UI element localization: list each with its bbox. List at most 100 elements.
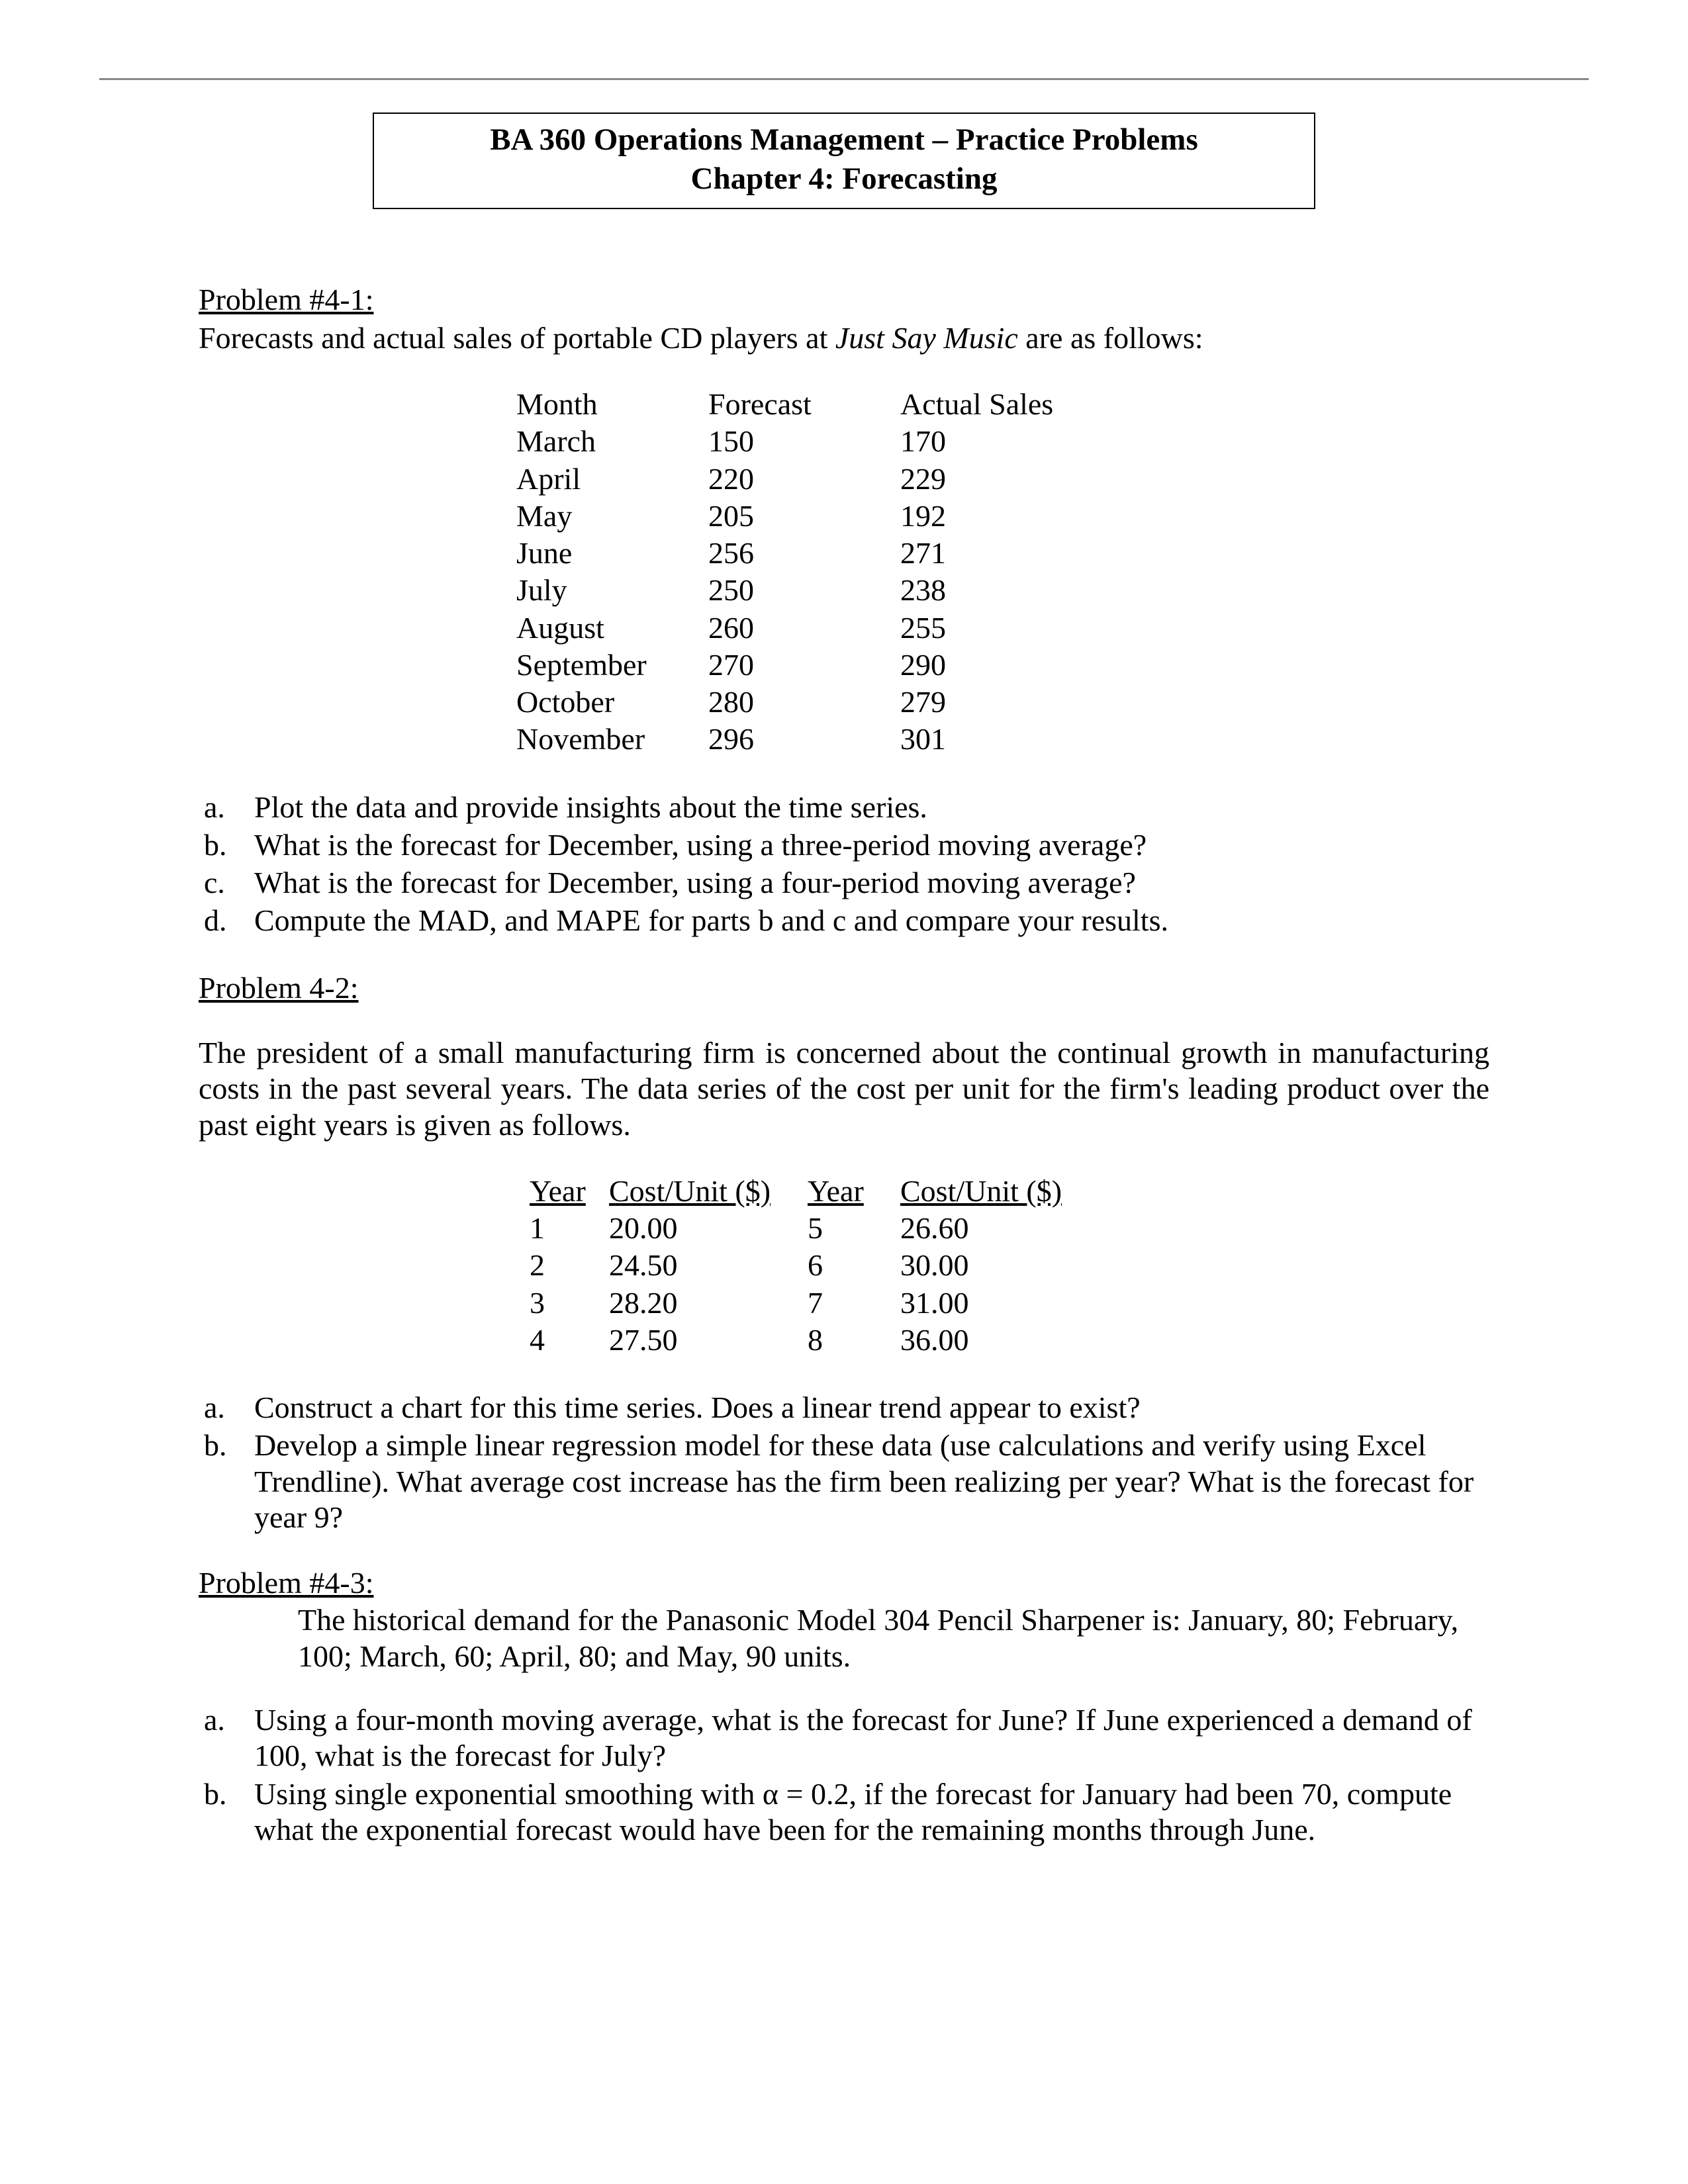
table-row: 224.50630.00 [530, 1248, 1072, 1285]
table-header: Month [516, 387, 708, 424]
table-cell: 150 [708, 424, 900, 461]
table-header: Forecast [708, 387, 900, 424]
document-body: Problem #4-1: Forecasts and actual sales… [199, 282, 1489, 1850]
question-text: Construct a chart for this time series. … [254, 1390, 1489, 1426]
table-row: April220229 [516, 461, 1072, 498]
title-line-2: Chapter 4: Forecasting [387, 159, 1301, 199]
table-cell: May [516, 498, 708, 535]
page: BA 360 Operations Management – Practice … [0, 0, 1688, 2184]
list-marker: a. [199, 1390, 254, 1426]
table-cell: 229 [900, 461, 1072, 498]
table-row: August260255 [516, 610, 1072, 647]
table-cell: 170 [900, 424, 1072, 461]
list-marker: a. [199, 1702, 254, 1774]
list-item: b.What is the forecast for December, usi… [199, 827, 1489, 865]
table-header: Year [530, 1173, 609, 1210]
table-cell: 271 [900, 535, 1072, 572]
table-header: Cost/Unit ($) [609, 1173, 808, 1210]
table-row: 328.20731.00 [530, 1285, 1072, 1322]
table-row: Year Cost/Unit ($) Year Cost/Unit ($) [530, 1173, 1072, 1210]
table-row: June256271 [516, 535, 1072, 572]
table-cell: 290 [900, 647, 1072, 684]
list-item: c.What is the forecast for December, usi… [199, 865, 1489, 903]
title-line-1: BA 360 Operations Management – Practice … [387, 120, 1301, 159]
problem-4-1-questions: a.Plot the data and provide insights abo… [199, 790, 1489, 941]
table-cell: 256 [708, 535, 900, 572]
list-marker: b. [199, 1428, 254, 1535]
list-item: d.Compute the MAD, and MAPE for parts b … [199, 903, 1489, 940]
table-cell: 26.60 [900, 1210, 1072, 1248]
table-row: November296301 [516, 721, 1072, 758]
table-cell: September [516, 647, 708, 684]
table-row: Month Forecast Actual Sales [516, 387, 1072, 424]
table-row: September270290 [516, 647, 1072, 684]
table-cell: 20.00 [609, 1210, 808, 1248]
question-text: Using a four-month moving average, what … [254, 1702, 1489, 1774]
table-header: Actual Sales [900, 387, 1072, 424]
table-cell: 31.00 [900, 1285, 1072, 1322]
table-cell: 260 [708, 610, 900, 647]
table-cell: 301 [900, 721, 1072, 758]
problem-4-2-label: Problem 4-2: [199, 971, 358, 1005]
problem-4-2-table: Year Cost/Unit ($) Year Cost/Unit ($) 12… [530, 1173, 1072, 1359]
table-row: 120.00526.60 [530, 1210, 1072, 1248]
list-marker: b. [199, 827, 254, 863]
table-cell: March [516, 424, 708, 461]
table-cell: 30.00 [900, 1248, 1072, 1285]
table-cell: 5 [808, 1210, 900, 1248]
p41-intro-after: are as follows: [1018, 321, 1203, 355]
p41-intro-before: Forecasts and actual sales of portable C… [199, 321, 835, 355]
table-row: May205192 [516, 498, 1072, 535]
table-cell: August [516, 610, 708, 647]
table-cell: 192 [900, 498, 1072, 535]
problem-4-1-intro: Forecasts and actual sales of portable C… [199, 320, 1489, 356]
list-marker: c. [199, 865, 254, 901]
table-cell: 36.00 [900, 1322, 1072, 1359]
table-cell: 296 [708, 721, 900, 758]
question-text: Compute the MAD, and MAPE for parts b an… [254, 903, 1489, 938]
table-cell: 7 [808, 1285, 900, 1322]
table-cell: 279 [900, 684, 1072, 721]
table-header: Cost/Unit ($) [900, 1173, 1072, 1210]
list-marker: d. [199, 903, 254, 938]
top-horizontal-rule [99, 78, 1589, 80]
table-cell: 220 [708, 461, 900, 498]
problem-4-2-questions: a.Construct a chart for this time series… [199, 1390, 1489, 1537]
question-text: Develop a simple linear regression model… [254, 1428, 1489, 1535]
table-cell: 2 [530, 1248, 609, 1285]
table-row: 427.50836.00 [530, 1322, 1072, 1359]
list-marker: a. [199, 790, 254, 825]
problem-4-2: Problem 4-2: The president of a small ma… [199, 970, 1489, 1537]
problem-4-3-label: Problem #4-3: [199, 1566, 373, 1600]
table-cell: 250 [708, 572, 900, 610]
table-cell: 8 [808, 1322, 900, 1359]
p41-intro-italic: Just Say Music [835, 321, 1018, 355]
document-title-box: BA 360 Operations Management – Practice … [373, 113, 1315, 209]
table-cell: June [516, 535, 708, 572]
table-cell: 4 [530, 1322, 609, 1359]
table-row: October280279 [516, 684, 1072, 721]
table-header: Year [808, 1173, 900, 1210]
table-row: March150170 [516, 424, 1072, 461]
problem-4-1-label: Problem #4-1: [199, 283, 373, 316]
table-cell: 238 [900, 572, 1072, 610]
table-cell: 205 [708, 498, 900, 535]
table-cell: 3 [530, 1285, 609, 1322]
table-cell: July [516, 572, 708, 610]
question-text: What is the forecast for December, using… [254, 827, 1489, 863]
table-cell: 24.50 [609, 1248, 808, 1285]
table-cell: 6 [808, 1248, 900, 1285]
table-cell: 255 [900, 610, 1072, 647]
table-row: July250238 [516, 572, 1072, 610]
question-text: Plot the data and provide insights about… [254, 790, 1489, 825]
table-cell: 280 [708, 684, 900, 721]
problem-4-1: Problem #4-1: Forecasts and actual sales… [199, 282, 1489, 941]
table-cell: October [516, 684, 708, 721]
problem-4-2-intro: The president of a small manufacturing f… [199, 1035, 1489, 1143]
list-item: a.Plot the data and provide insights abo… [199, 790, 1489, 827]
list-item: a.Using a four-month moving average, wha… [199, 1702, 1489, 1776]
question-text: What is the forecast for December, using… [254, 865, 1489, 901]
table-cell: 27.50 [609, 1322, 808, 1359]
problem-4-3-intro: The historical demand for the Panasonic … [298, 1602, 1489, 1674]
question-text: Using single exponential smoothing with … [254, 1776, 1489, 1848]
